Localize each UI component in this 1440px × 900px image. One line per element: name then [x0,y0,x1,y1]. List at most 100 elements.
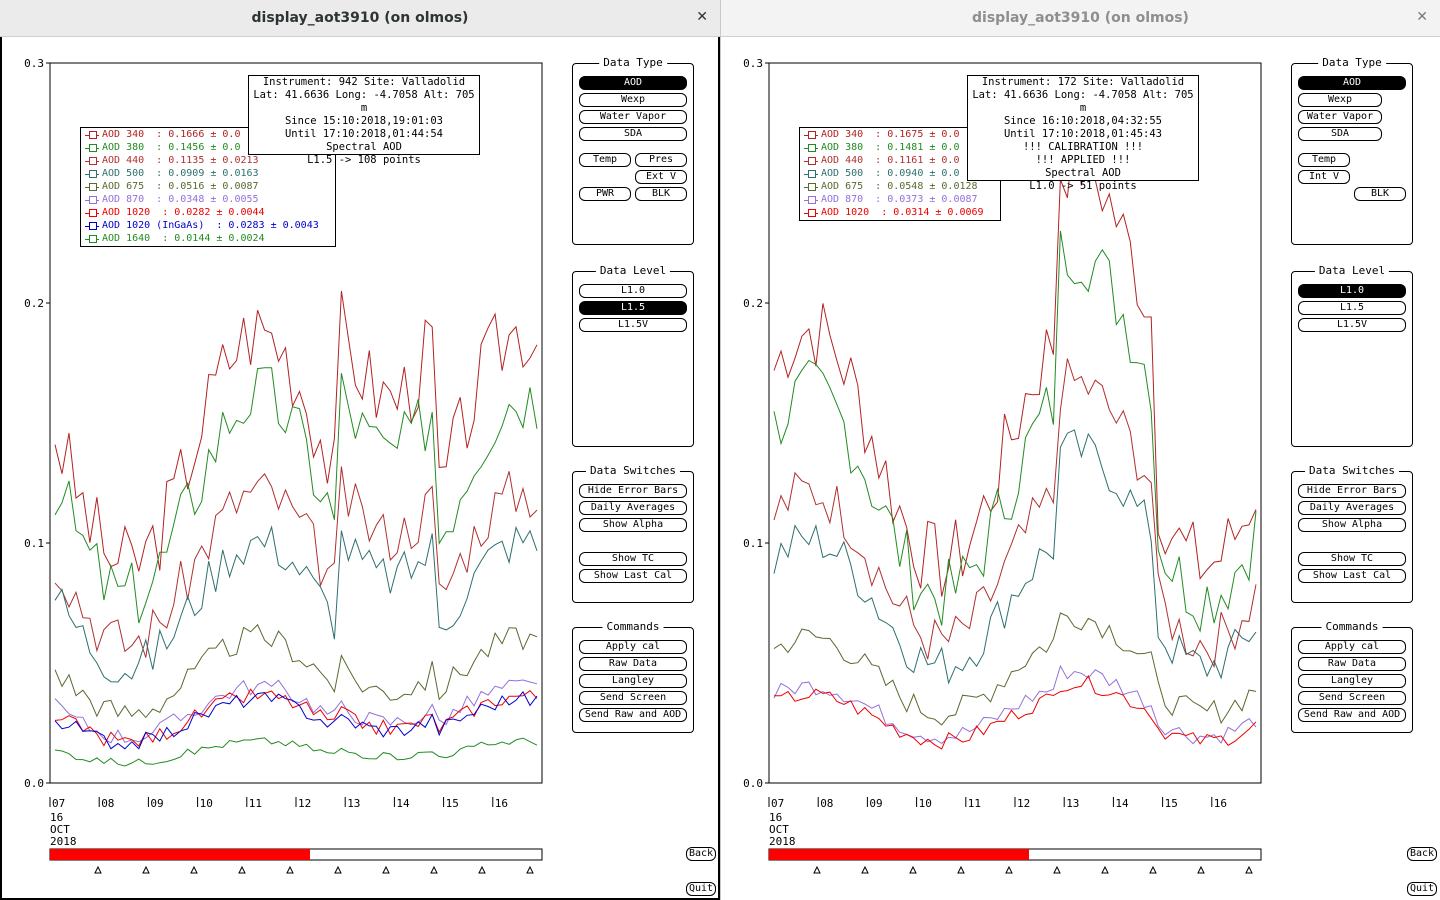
close-icon[interactable]: ✕ [1416,9,1428,25]
water-vapor-button[interactable]: Water Vapor [579,110,687,124]
legend-label: AOD 1020 : 0.0314 ± 0.0069 [821,207,984,218]
legend-label: AOD 380 : 0.1456 ± 0.0 [102,142,241,153]
send-raw-aod-button[interactable]: Send Raw and AOD [1298,708,1406,722]
plot-frame [49,62,543,784]
daily-averages-button[interactable]: Daily Averages [579,501,687,515]
legend-entry: AOD 1020 (InGaAs) : 0.0283 ± 0.0043 [81,219,335,232]
close-icon[interactable]: ✕ [696,9,708,25]
l15v-button[interactable]: L1.5V [1298,318,1406,332]
send-screen-button[interactable]: Send Screen [1298,691,1406,705]
x-tick-label: 13 [1066,797,1079,810]
langley-button[interactable]: Langley [579,674,687,688]
aod-series-line [773,612,1257,726]
l10-button[interactable]: L1.0 [1298,284,1406,298]
aod-button[interactable]: AOD [1298,76,1406,90]
info-line: Until 17:10:2018,01:45:43 [1003,128,1163,140]
triangle-marker-icon [190,865,198,874]
wexp-button[interactable]: Wexp [1298,93,1382,107]
blk-button[interactable]: BLK [1354,187,1406,201]
x-tick-label: 11 [968,797,981,810]
triangle-marker-icon [526,865,534,874]
data-switches-panel: Data Switches Hide Error Bars Daily Aver… [1291,464,1413,603]
y-tick-label: 0.1 [743,537,763,550]
sda-button[interactable]: SDA [579,127,687,141]
legend-entry: AOD 1640 : 0.0144 ± 0.0024 [81,232,335,245]
triangle-marker-icon [1005,865,1013,874]
window-title: display_aot3910 (on olmos) [972,10,1189,26]
pres-button[interactable]: Pres [635,153,687,167]
legend-marker-icon [85,234,99,244]
legend-marker-icon [85,221,99,231]
raw-data-button[interactable]: Raw Data [1298,657,1406,671]
langley-button[interactable]: Langley [1298,674,1406,688]
legend-label: AOD 870 : 0.0373 ± 0.0087 [821,194,978,205]
x-tick-label: 14 [1115,797,1129,810]
aod-series-line [54,291,538,572]
x-tick-label: 10 [200,797,213,810]
show-tc-button[interactable]: Show TC [579,552,687,566]
show-alpha-button[interactable]: Show Alpha [579,518,687,532]
legend-label: AOD 1020 : 0.0282 ± 0.0044 [102,207,265,218]
legend-entry: AOD 380 : 0.1481 ± 0.0 [800,141,1000,154]
aod-button[interactable]: AOD [579,76,687,90]
l10-button[interactable]: L1.0 [579,284,687,298]
triangle-marker-icon [238,865,246,874]
quit-button[interactable]: Quit [1407,882,1437,896]
raw-data-button[interactable]: Raw Data [579,657,687,671]
daily-averages-button[interactable]: Daily Averages [1298,501,1406,515]
temp-button[interactable]: Temp [579,153,631,167]
info-line: !!! CALIBRATION !!! [1022,141,1144,153]
x-tick-label: 14 [396,797,410,810]
triangle-marker-icon [382,865,390,874]
sda-button[interactable]: SDA [1298,127,1382,141]
date-label: 16 [769,811,782,824]
date-label: 2018 [50,835,77,848]
info-line: Instrument: 172 Site: Valladolid [981,76,1185,88]
wexp-button[interactable]: Wexp [579,93,687,107]
apply-cal-button[interactable]: Apply cal [579,640,687,654]
instrument-info: Instrument: 172 Site: Valladolid Lat: 41… [967,75,1199,192]
blk-button[interactable]: BLK [635,187,687,201]
l15v-button[interactable]: L1.5V [579,318,687,332]
show-alpha-button[interactable]: Show Alpha [1298,518,1406,532]
int-v-button[interactable]: Int V [1298,170,1350,184]
send-screen-button[interactable]: Send Screen [579,691,687,705]
legend-entry: AOD 380 : 0.1456 ± 0.0 [81,141,335,154]
quit-button[interactable]: Quit [686,882,716,896]
plot-area: 0.3 0.2 0.1 0.0 07 08 09 10 11 12 13 14 15 16 16 OCT 201… [0,37,720,900]
show-tc-button[interactable]: Show TC [1298,552,1406,566]
triangle-marker-icon [1149,865,1157,874]
panel-title: Commands [1321,620,1383,633]
titlebar[interactable]: display_aot3910 (on olmos) ✕ [0,0,720,37]
legend-entry: AOD 1020 : 0.0282 ± 0.0044 [81,206,335,219]
triangle-marker-icon [1101,865,1109,874]
triangle-marker-icon [1053,865,1061,874]
aod-series-line [774,674,1257,750]
l15-button[interactable]: L1.5 [1298,301,1406,315]
titlebar[interactable]: display_aot3910 (on olmos) ✕ [721,0,1440,37]
pwr-button[interactable]: PWR [579,187,631,201]
plot-area: 0.3 0.2 0.1 0.0 07 08 09 10 11 12 13 14 15 16 16 OCT 201… [721,37,1440,900]
aod-series-line [54,466,538,658]
triangle-marker-icon [94,865,102,874]
x-tick-label: 07 [771,797,784,810]
info-line: L1.5 -> 108 points [307,154,421,166]
l15-button[interactable]: L1.5 [579,301,687,315]
apply-cal-button[interactable]: Apply cal [1298,640,1406,654]
show-last-cal-button[interactable]: Show Last Cal [1298,569,1406,583]
show-last-cal-button[interactable]: Show Last Cal [579,569,687,583]
aod-series-line [54,737,538,767]
triangle-marker-icon [1197,865,1205,874]
ext-v-button[interactable]: Ext V [635,170,687,184]
back-button[interactable]: Back [686,847,716,861]
temp-button[interactable]: Temp [1298,153,1350,167]
send-raw-aod-button[interactable]: Send Raw and AOD [579,708,687,722]
panel-title: Data Switches [585,464,681,477]
x-tick-label: 15 [1165,797,1178,810]
data-level-panel: Data Level L1.0 L1.5 L1.5V [1291,264,1413,447]
hide-error-bars-button[interactable]: Hide Error Bars [1298,484,1406,498]
hide-error-bars-button[interactable]: Hide Error Bars [579,484,687,498]
water-vapor-button[interactable]: Water Vapor [1298,110,1382,124]
back-button[interactable]: Back [1407,847,1437,861]
data-level-panel: Data Level L1.0 L1.5 L1.5V [572,264,694,447]
